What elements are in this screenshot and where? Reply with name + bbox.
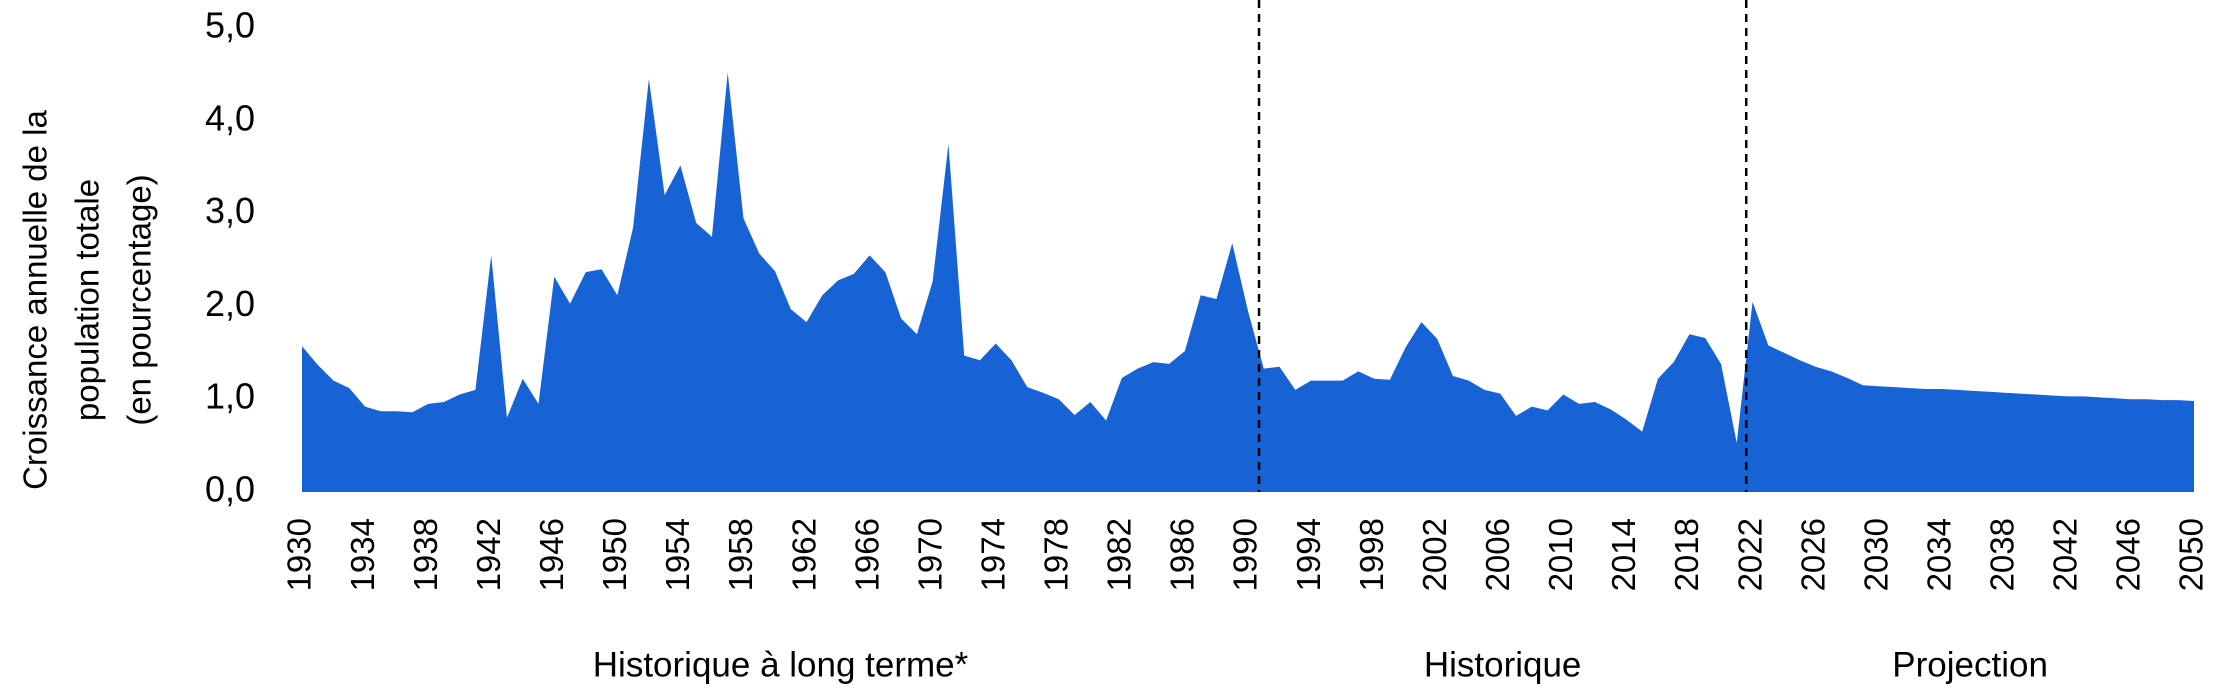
x-tick-label: 1954 xyxy=(659,518,696,591)
x-tick-label: 2002 xyxy=(1416,518,1453,591)
x-tick-label: 2022 xyxy=(1731,518,1768,591)
x-tick-label: 1962 xyxy=(785,518,822,591)
x-tick-label: 2026 xyxy=(1794,518,1831,591)
y-tick-label: 2,0 xyxy=(205,283,255,324)
y-tick-label: 5,0 xyxy=(205,5,255,46)
x-tick-label: 1942 xyxy=(470,518,507,591)
x-tick-label: 2006 xyxy=(1479,518,1516,591)
area xyxy=(302,72,2194,492)
x-tick-label: 2014 xyxy=(1605,518,1642,591)
period-label: Historique xyxy=(1424,645,1582,684)
x-tick-label: 1974 xyxy=(974,518,1011,591)
x-tick-label: 2042 xyxy=(2047,518,2084,591)
y-axis-label: (en pourcentage) xyxy=(121,174,158,425)
y-axis-label: Croissance annuelle de la xyxy=(17,109,54,489)
y-axis-label: population totale xyxy=(69,179,106,421)
x-tick-label: 1970 xyxy=(911,518,948,591)
x-tick-label: 2010 xyxy=(1542,518,1579,591)
x-tick-label: 1994 xyxy=(1290,518,1327,591)
x-tick-label: 2050 xyxy=(2173,518,2210,591)
y-tick-label: 1,0 xyxy=(205,376,255,417)
x-tick-label: 1934 xyxy=(344,518,381,591)
y-tick-label: 4,0 xyxy=(205,97,255,138)
x-tick-label: 1978 xyxy=(1038,518,1075,591)
y-tick-label: 0,0 xyxy=(205,469,255,510)
x-tick-label: 1930 xyxy=(281,518,318,591)
x-tick-label: 1966 xyxy=(848,518,885,591)
y-tick-label: 3,0 xyxy=(205,190,255,231)
x-tick-label: 1998 xyxy=(1353,518,1390,591)
x-tick-label: 1990 xyxy=(1227,518,1264,591)
period-label: Historique à long terme* xyxy=(593,645,969,684)
x-tick-label: 2038 xyxy=(1984,518,2021,591)
x-tick-label: 2034 xyxy=(1920,518,1957,591)
x-tick-label: 1958 xyxy=(722,518,759,591)
x-tick-label: 1982 xyxy=(1101,518,1138,591)
x-tick-label: 1946 xyxy=(533,518,570,591)
period-label: Projection xyxy=(1892,645,2048,684)
x-tick-label: 2018 xyxy=(1668,518,1705,591)
x-tick-label: 2046 xyxy=(2110,518,2147,591)
x-tick-label: 1950 xyxy=(596,518,633,591)
x-tick-label: 1938 xyxy=(407,518,444,591)
x-tick-label: 2030 xyxy=(1857,518,1894,591)
x-tick-label: 1986 xyxy=(1164,518,1201,591)
